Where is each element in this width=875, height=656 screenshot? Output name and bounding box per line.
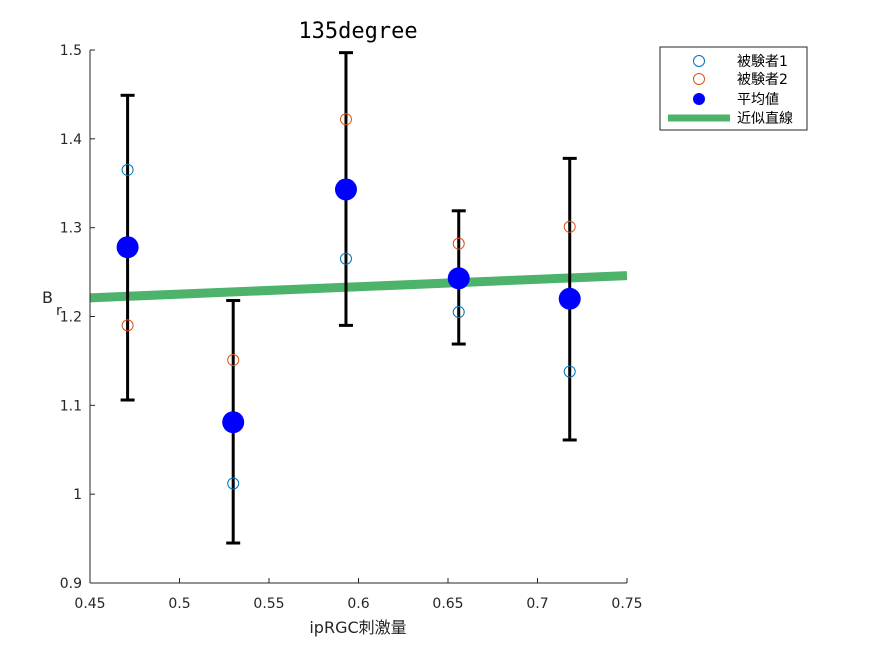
y-tick-label: 1.3 [60, 221, 82, 237]
legend-marker-mean [693, 93, 705, 105]
subject1-point [121, 163, 134, 176]
x-ticks: 0.45 0.5 0.55 0.6 0.65 0.7 0.75 [74, 578, 643, 612]
fit-line [89, 271, 628, 303]
legend-marker-subject1 [693, 55, 705, 67]
y-tick-label: 1.2 [60, 310, 82, 326]
subject2-point [121, 319, 134, 332]
x-tick-label: 0.5 [168, 596, 190, 612]
legend: 被験者1 被験者2 平均値 近似直線 [659, 46, 808, 131]
plot-area [90, 50, 627, 583]
x-axis-title: ipRGC刺激量 [309, 618, 406, 637]
mean-point-layer [116, 178, 581, 434]
y-tick-label: 1 [73, 487, 82, 503]
mean-point [222, 411, 245, 434]
x-tick-label: 0.65 [432, 596, 463, 612]
y-axis-title-subscript: r [56, 303, 62, 319]
chart-title: 135degree [298, 19, 417, 44]
y-axis-title: B [42, 288, 53, 307]
y-tick-label: 1.5 [60, 43, 82, 59]
legend-label-fit: 近似直線 [737, 110, 793, 127]
x-tick-label: 0.7 [526, 596, 548, 612]
y-tick-label: 1.4 [60, 132, 82, 148]
x-tick-label: 0.45 [74, 596, 105, 612]
x-tick-label: 0.75 [611, 596, 642, 612]
y-ticks: 0.9 1 1.1 1.2 1.3 1.4 1.5 [60, 43, 95, 592]
legend-marker-subject2 [693, 73, 705, 85]
subject2-point [452, 237, 465, 250]
subject-point-layer [121, 113, 576, 490]
subject2-point [339, 113, 352, 126]
mean-point [116, 236, 139, 259]
y-tick-label: 0.9 [60, 576, 82, 592]
subject1-point [227, 477, 240, 490]
mean-point [334, 178, 357, 201]
subject2-point [227, 354, 240, 367]
subject2-point [563, 220, 576, 233]
fit-line-layer [89, 271, 628, 303]
x-tick-label: 0.6 [347, 596, 369, 612]
x-tick-label: 0.55 [253, 596, 284, 612]
mean-point [447, 267, 470, 290]
subject1-point [563, 365, 576, 378]
legend-label-subject1: 被験者1 [737, 54, 788, 70]
mean-point [558, 287, 581, 310]
subject1-point [339, 252, 352, 265]
legend-label-subject2: 被験者2 [737, 72, 788, 88]
legend-label-mean: 平均値 [737, 92, 779, 108]
y-tick-label: 1.1 [60, 398, 82, 414]
subject1-point [452, 306, 465, 319]
